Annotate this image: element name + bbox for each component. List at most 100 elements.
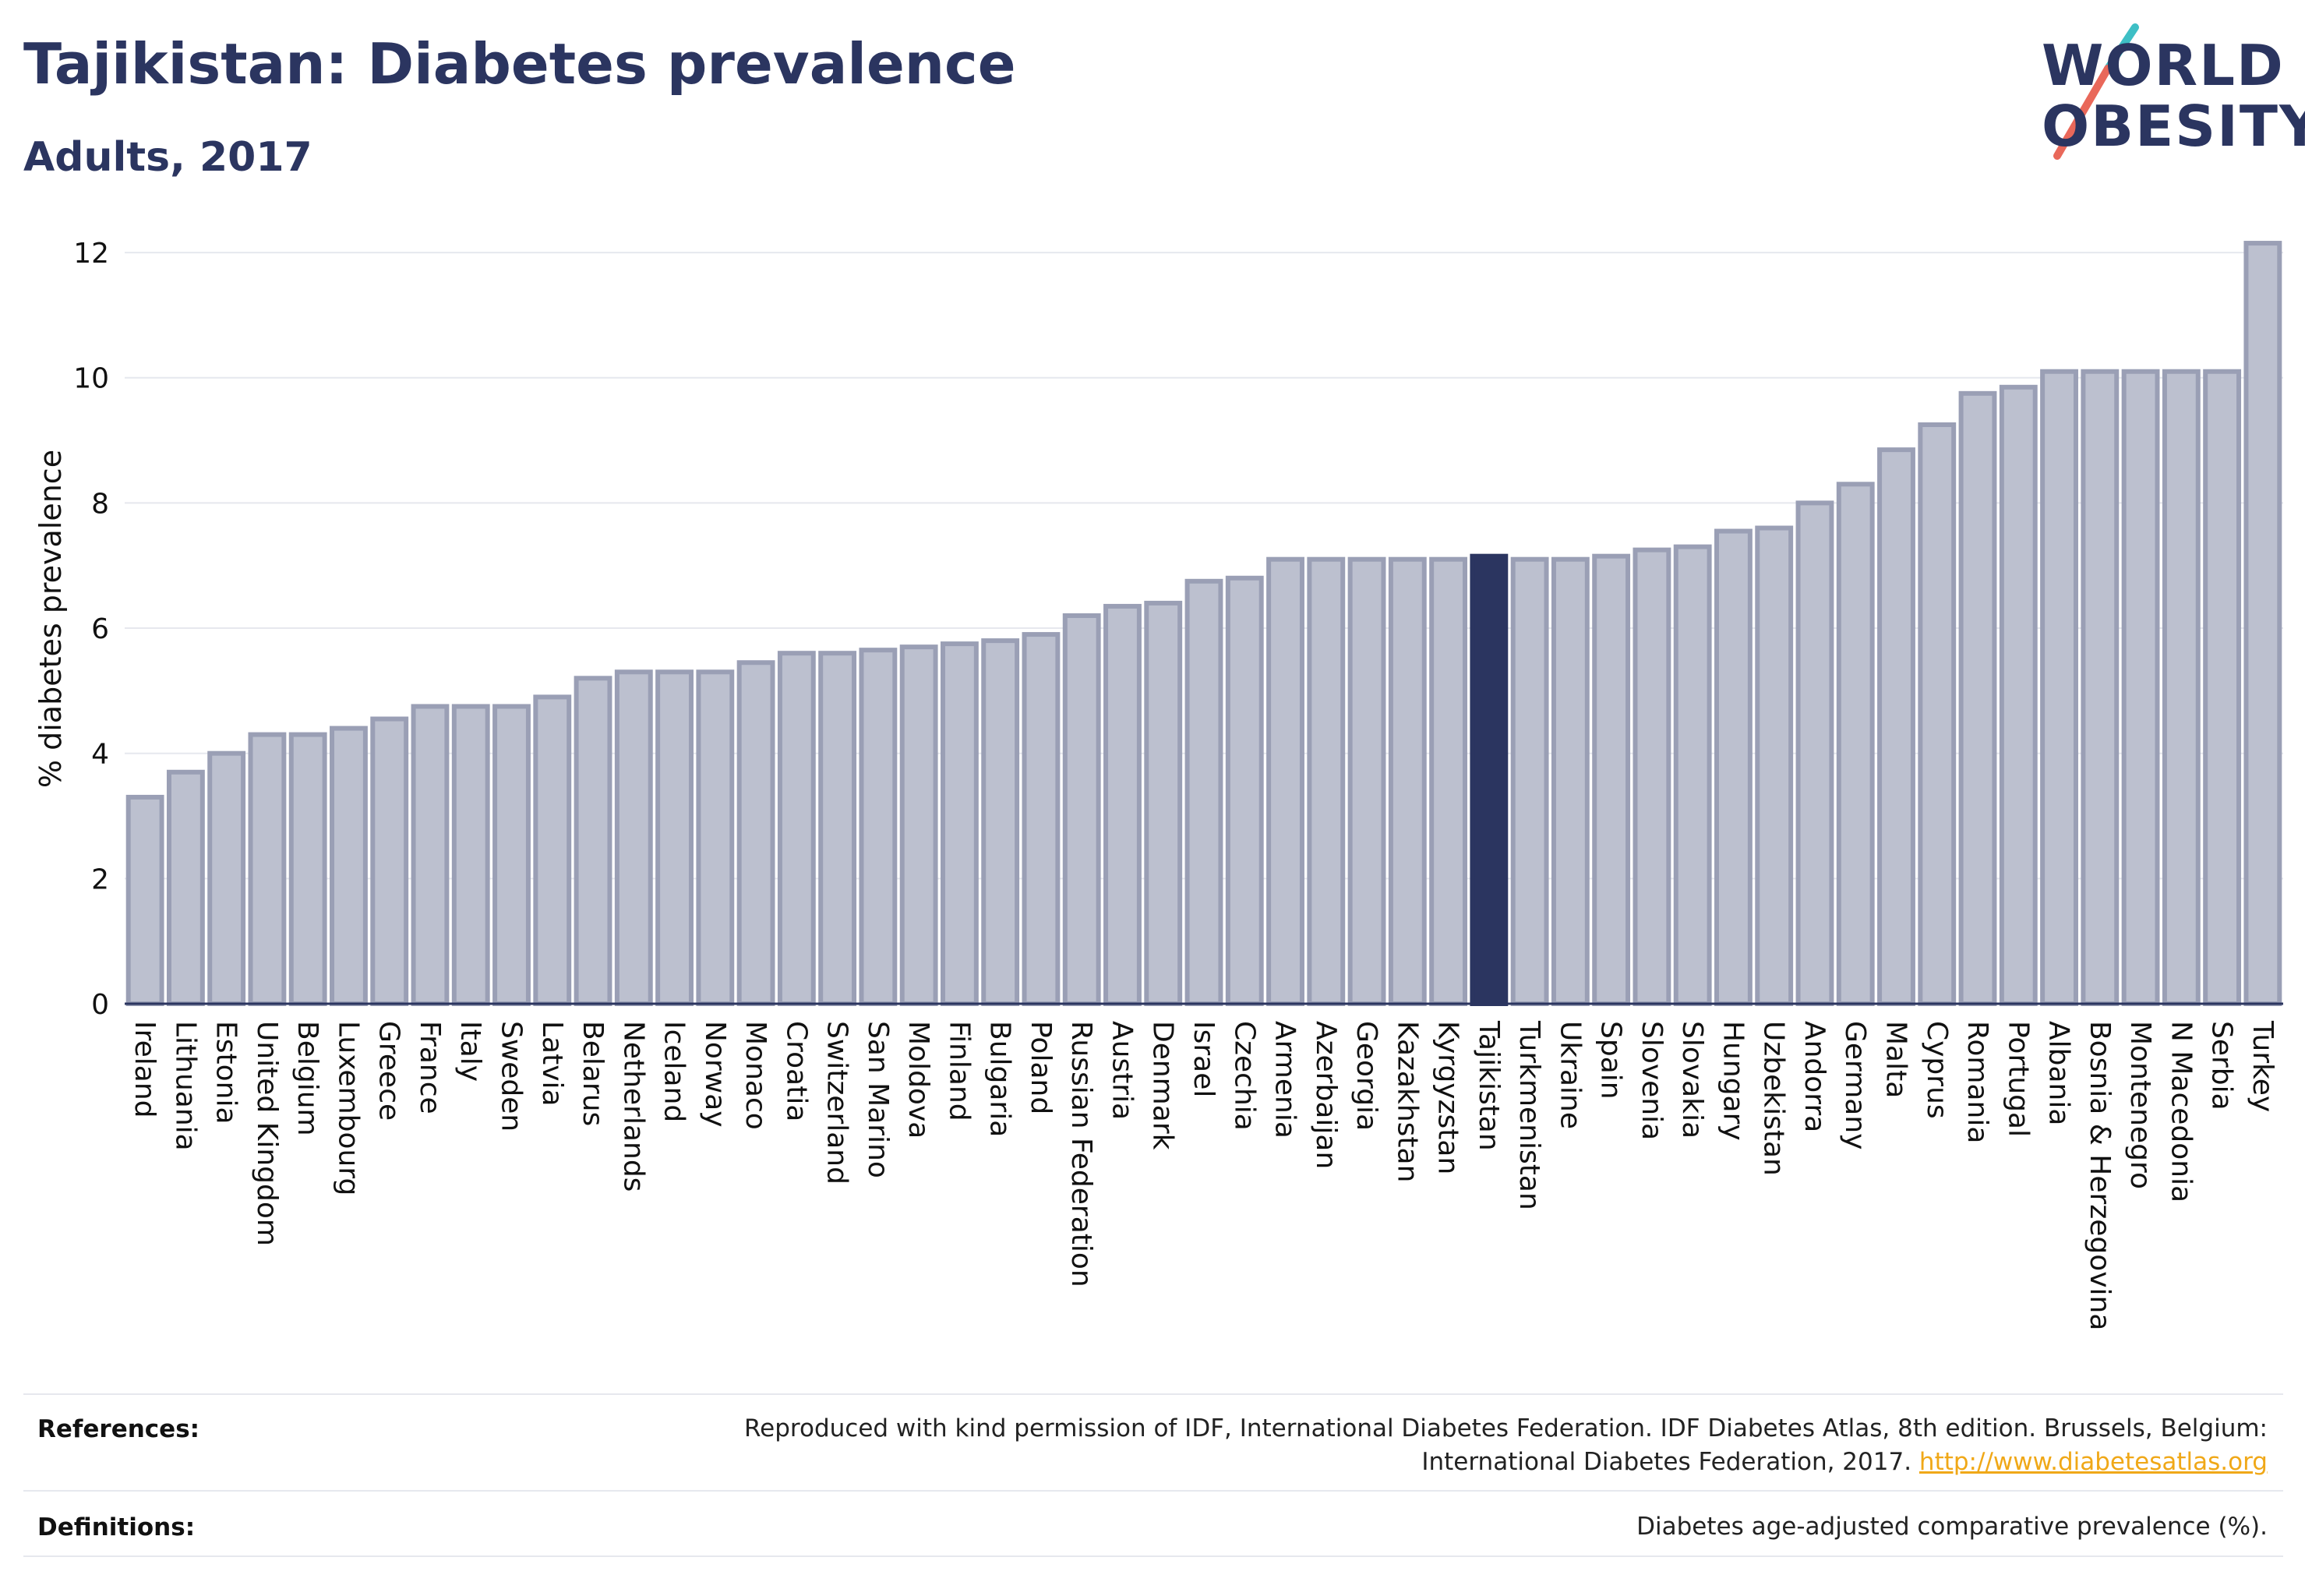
x-tick-label: Romania: [1961, 1021, 1993, 1143]
footer-divider: [23, 1490, 2283, 1492]
bar: [1999, 384, 2038, 1006]
x-tick-label: Belgium: [291, 1021, 323, 1136]
x-tick-label: Czechia: [1228, 1021, 1260, 1131]
bar: [1184, 578, 1223, 1006]
definitions-label: Definitions:: [37, 1513, 196, 1541]
x-tick-label: Ireland: [129, 1021, 161, 1118]
bar: [1918, 422, 1957, 1006]
x-tick-label: Tajikistan: [1473, 1020, 1505, 1151]
x-tick-label: Ukraine: [1554, 1021, 1586, 1129]
x-tick-label: Bosnia & Herzegovina: [2084, 1021, 2116, 1330]
x-tick-label: Spain: [1595, 1021, 1627, 1100]
logo-slash-icon: [2053, 23, 2139, 160]
y-tick-label: 12: [73, 238, 109, 270]
x-tick-label: Montenegro: [2124, 1021, 2156, 1189]
y-tick-label: 4: [91, 739, 109, 771]
bar: [1266, 556, 1304, 1007]
y-tick-labels: 0 2 4 6 8 10 12: [73, 238, 109, 1021]
x-tick-label: Georgia: [1350, 1021, 1382, 1131]
bar: [1225, 575, 1264, 1006]
page-subtitle: Adults, 2017: [23, 134, 312, 181]
bar: [614, 669, 653, 1006]
x-tick-label: Turkmenistan: [1513, 1020, 1545, 1210]
bar: [1144, 600, 1183, 1006]
bar: [2081, 369, 2120, 1006]
bar: [2162, 369, 2201, 1006]
references-line-2: International Diabetes Federation, 2017.: [1421, 1448, 1912, 1476]
bar: [533, 694, 572, 1006]
x-tick-label: Greece: [373, 1021, 405, 1121]
x-tick-label: Belarus: [577, 1021, 609, 1126]
references-text: Reproduced with kind permission of IDF, …: [744, 1412, 2268, 1479]
x-tick-label: Estonia: [210, 1021, 242, 1125]
bar: [940, 641, 979, 1006]
bar: [330, 726, 368, 1006]
bar: [248, 732, 287, 1006]
bar: [859, 648, 898, 1006]
bar: [818, 651, 857, 1006]
x-tick-label: France: [414, 1021, 446, 1114]
bars: [125, 241, 2282, 1007]
y-tick-label: 8: [91, 488, 109, 520]
bar: [1551, 556, 1590, 1007]
bar: [370, 716, 409, 1006]
bar: [166, 769, 205, 1006]
footer-divider: [23, 1555, 2283, 1557]
x-tick-label: Austria: [1106, 1021, 1138, 1120]
x-tick-label: Poland: [1025, 1021, 1057, 1114]
bar: [981, 638, 1020, 1006]
x-tick-label: Finland: [943, 1021, 975, 1121]
x-tick-label: Denmark: [1147, 1021, 1179, 1150]
bar: [1836, 482, 1875, 1006]
bar-chart: 0 2 4 6 8 10 12 Ireland Lithuania Estonia United …: [34, 238, 2283, 1330]
bar: [451, 704, 490, 1006]
bar: [696, 669, 735, 1006]
x-tick-label: Sweden: [496, 1021, 528, 1132]
bar: [2203, 369, 2242, 1006]
x-tick-label: Norway: [699, 1021, 731, 1128]
x-tick-label: United Kingdom: [251, 1021, 283, 1246]
x-tick-label: Moldova: [902, 1021, 934, 1139]
x-tick-label: Slovenia: [1636, 1021, 1668, 1140]
references-link[interactable]: http://www.diabetesatlas.org: [1918, 1448, 2268, 1476]
x-tick-label: San Marino: [862, 1021, 894, 1178]
bar: [2243, 241, 2282, 1007]
logo-line-1: WORLD: [2042, 33, 2285, 98]
y-tick-label: 2: [91, 863, 109, 895]
references-line-1: Reproduced with kind permission of IDF, …: [744, 1414, 2268, 1442]
x-tick-label: Slovakia: [1676, 1021, 1708, 1139]
x-tick-label: Uzbekistan: [1758, 1021, 1790, 1176]
x-tick-label: Malta: [1880, 1021, 1911, 1098]
x-tick-label: Russian Federation: [1065, 1021, 1097, 1287]
bar: [207, 750, 246, 1006]
y-tick-label: 0: [91, 989, 109, 1021]
x-tick-labels: Ireland Lithuania Estonia United Kingdom Bel…: [129, 1020, 2279, 1330]
bar: [1958, 390, 1997, 1006]
x-tick-label: Iceland: [658, 1021, 690, 1122]
bar: [1388, 556, 1427, 1007]
bar: [1510, 556, 1549, 1007]
x-tick-label: Germany: [1839, 1021, 1871, 1149]
bar: [1877, 447, 1915, 1006]
bar: [2121, 369, 2160, 1006]
bar: [1673, 544, 1712, 1006]
bar: [1022, 632, 1061, 1006]
world-obesity-logo: WORLD OBESITY: [2026, 23, 2305, 164]
x-tick-label: Switzerland: [821, 1021, 853, 1185]
y-axis-label: % diabetes prevalence: [34, 450, 68, 788]
x-tick-label: Kazakhstan: [1391, 1021, 1423, 1182]
x-tick-label: Netherlands: [617, 1021, 649, 1192]
bar: [1592, 553, 1631, 1006]
bar: [411, 704, 450, 1006]
bar: [1307, 556, 1346, 1007]
bar: [1795, 500, 1834, 1006]
bar: [1633, 547, 1671, 1006]
logo-line-2: OBESITY: [2042, 94, 2305, 159]
bar: [1429, 556, 1468, 1007]
x-tick-label: Armenia: [1269, 1021, 1301, 1139]
x-tick-label: N Macedonia: [2165, 1021, 2197, 1202]
bar: [1714, 528, 1753, 1006]
bar: [736, 660, 775, 1007]
y-tick-label: 6: [91, 613, 109, 645]
bar: [777, 651, 816, 1006]
